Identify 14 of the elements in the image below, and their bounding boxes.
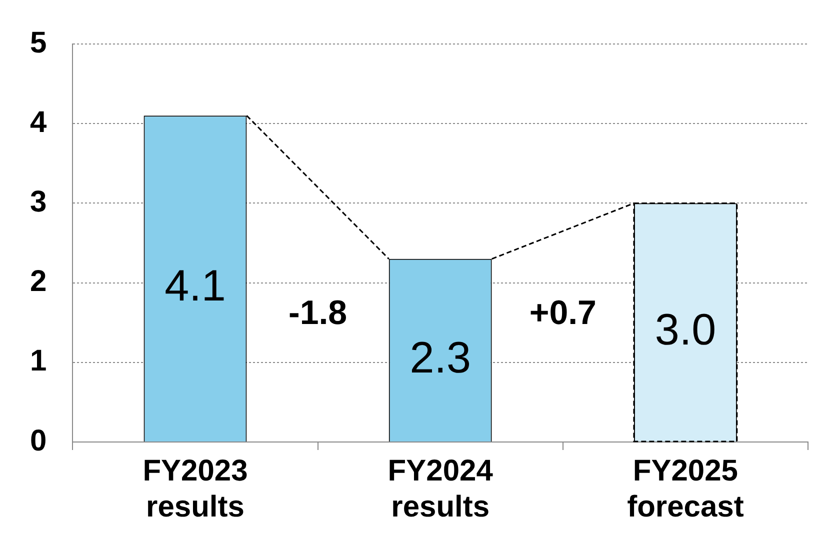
y-tick-label: 1	[30, 344, 47, 378]
y-tick-label: 0	[30, 424, 47, 458]
x-tick-label: FY2024 results	[388, 454, 494, 524]
annotation: -1.8	[288, 294, 348, 332]
data-label: 3.0	[654, 305, 716, 354]
data-label: 2.3	[410, 333, 471, 382]
x-tick-label: FY2023 results	[142, 454, 248, 524]
y-tick-label: 2	[30, 265, 47, 298]
y-tick-label: 5	[30, 26, 47, 60]
y-tick-label: 3	[30, 185, 47, 218]
data-label: 4.1	[164, 262, 226, 311]
y-tick-label: 4	[30, 106, 47, 139]
x-tick-label: FY2025 forecast	[627, 454, 744, 524]
annotation: +0.7	[529, 294, 596, 332]
